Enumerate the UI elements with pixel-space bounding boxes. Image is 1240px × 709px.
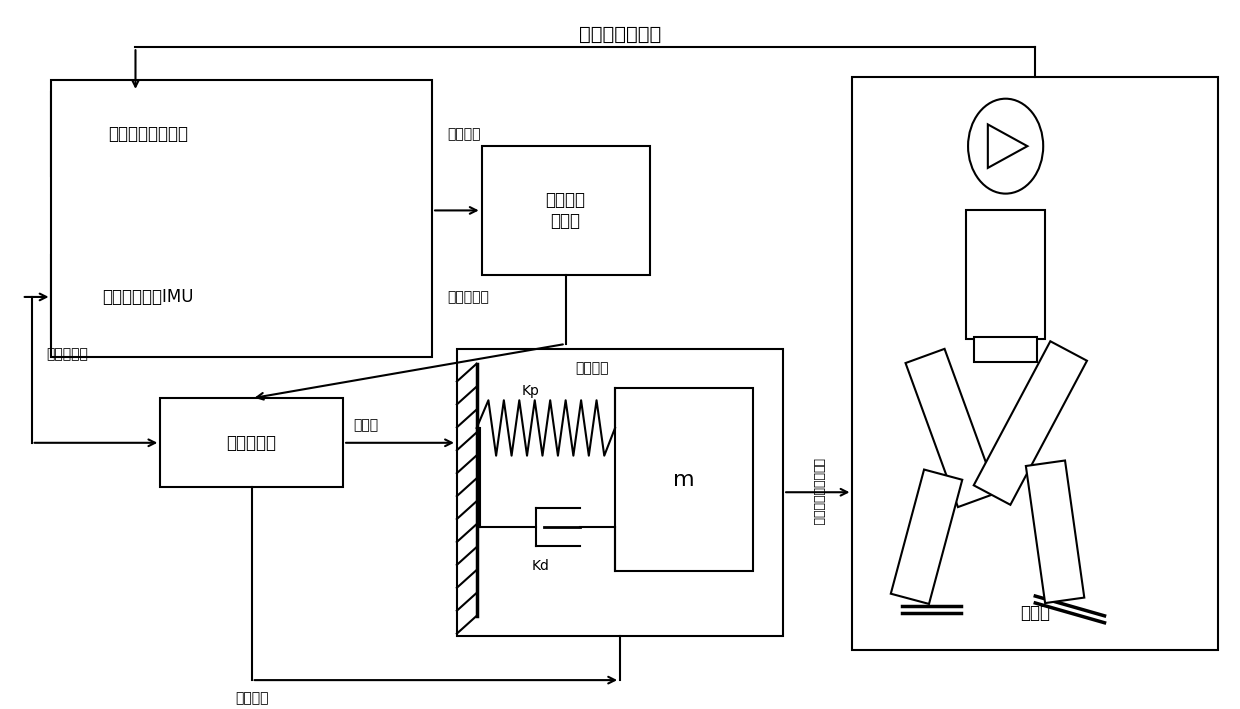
Text: 机器人: 机器人 <box>1021 604 1050 622</box>
Text: Kp: Kp <box>522 384 539 398</box>
Bar <box>51 255 244 339</box>
Text: 控制规律
分类器: 控制规律 分类器 <box>546 191 585 230</box>
Bar <box>456 349 784 635</box>
Polygon shape <box>1025 460 1084 603</box>
Bar <box>51 91 244 176</box>
Text: 控制规律: 控制规律 <box>575 362 609 376</box>
Text: 足部受力: 足部受力 <box>446 127 480 141</box>
Polygon shape <box>890 469 962 604</box>
Polygon shape <box>905 349 997 507</box>
Bar <box>852 77 1218 650</box>
Text: 足部受力: 足部受力 <box>234 691 268 705</box>
Bar <box>481 146 650 274</box>
Text: Kd: Kd <box>532 559 549 574</box>
Text: 姿态控制器: 姿态控制器 <box>227 434 277 452</box>
Text: 躯关节角度调节书里: 躯关节角度调节书里 <box>811 459 825 526</box>
Bar <box>615 389 754 571</box>
Bar <box>973 337 1038 362</box>
Text: 机器人姿态: 机器人姿态 <box>46 347 88 361</box>
Text: 机器人实际状态: 机器人实际状态 <box>579 25 661 44</box>
Polygon shape <box>973 341 1087 505</box>
Text: m: m <box>673 470 696 490</box>
Ellipse shape <box>968 99 1043 194</box>
Bar <box>160 398 343 487</box>
Bar <box>51 80 432 357</box>
Text: 足部六维力传感器: 足部六维力传感器 <box>108 125 187 143</box>
Text: 虚拟力: 虚拟力 <box>353 418 378 432</box>
Bar <box>966 211 1045 339</box>
Polygon shape <box>988 124 1028 168</box>
Text: 机器人姿态: 机器人姿态 <box>446 290 489 304</box>
Text: 惯性测量单元IMU: 惯性测量单元IMU <box>102 288 193 306</box>
